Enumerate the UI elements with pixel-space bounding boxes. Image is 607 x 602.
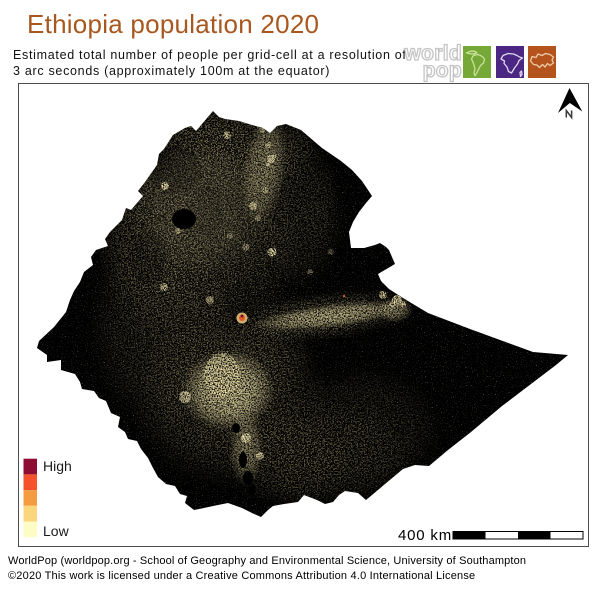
svg-text:High: High bbox=[43, 458, 72, 474]
svg-text:400 km: 400 km bbox=[398, 527, 452, 544]
svg-text:Low: Low bbox=[43, 523, 70, 539]
